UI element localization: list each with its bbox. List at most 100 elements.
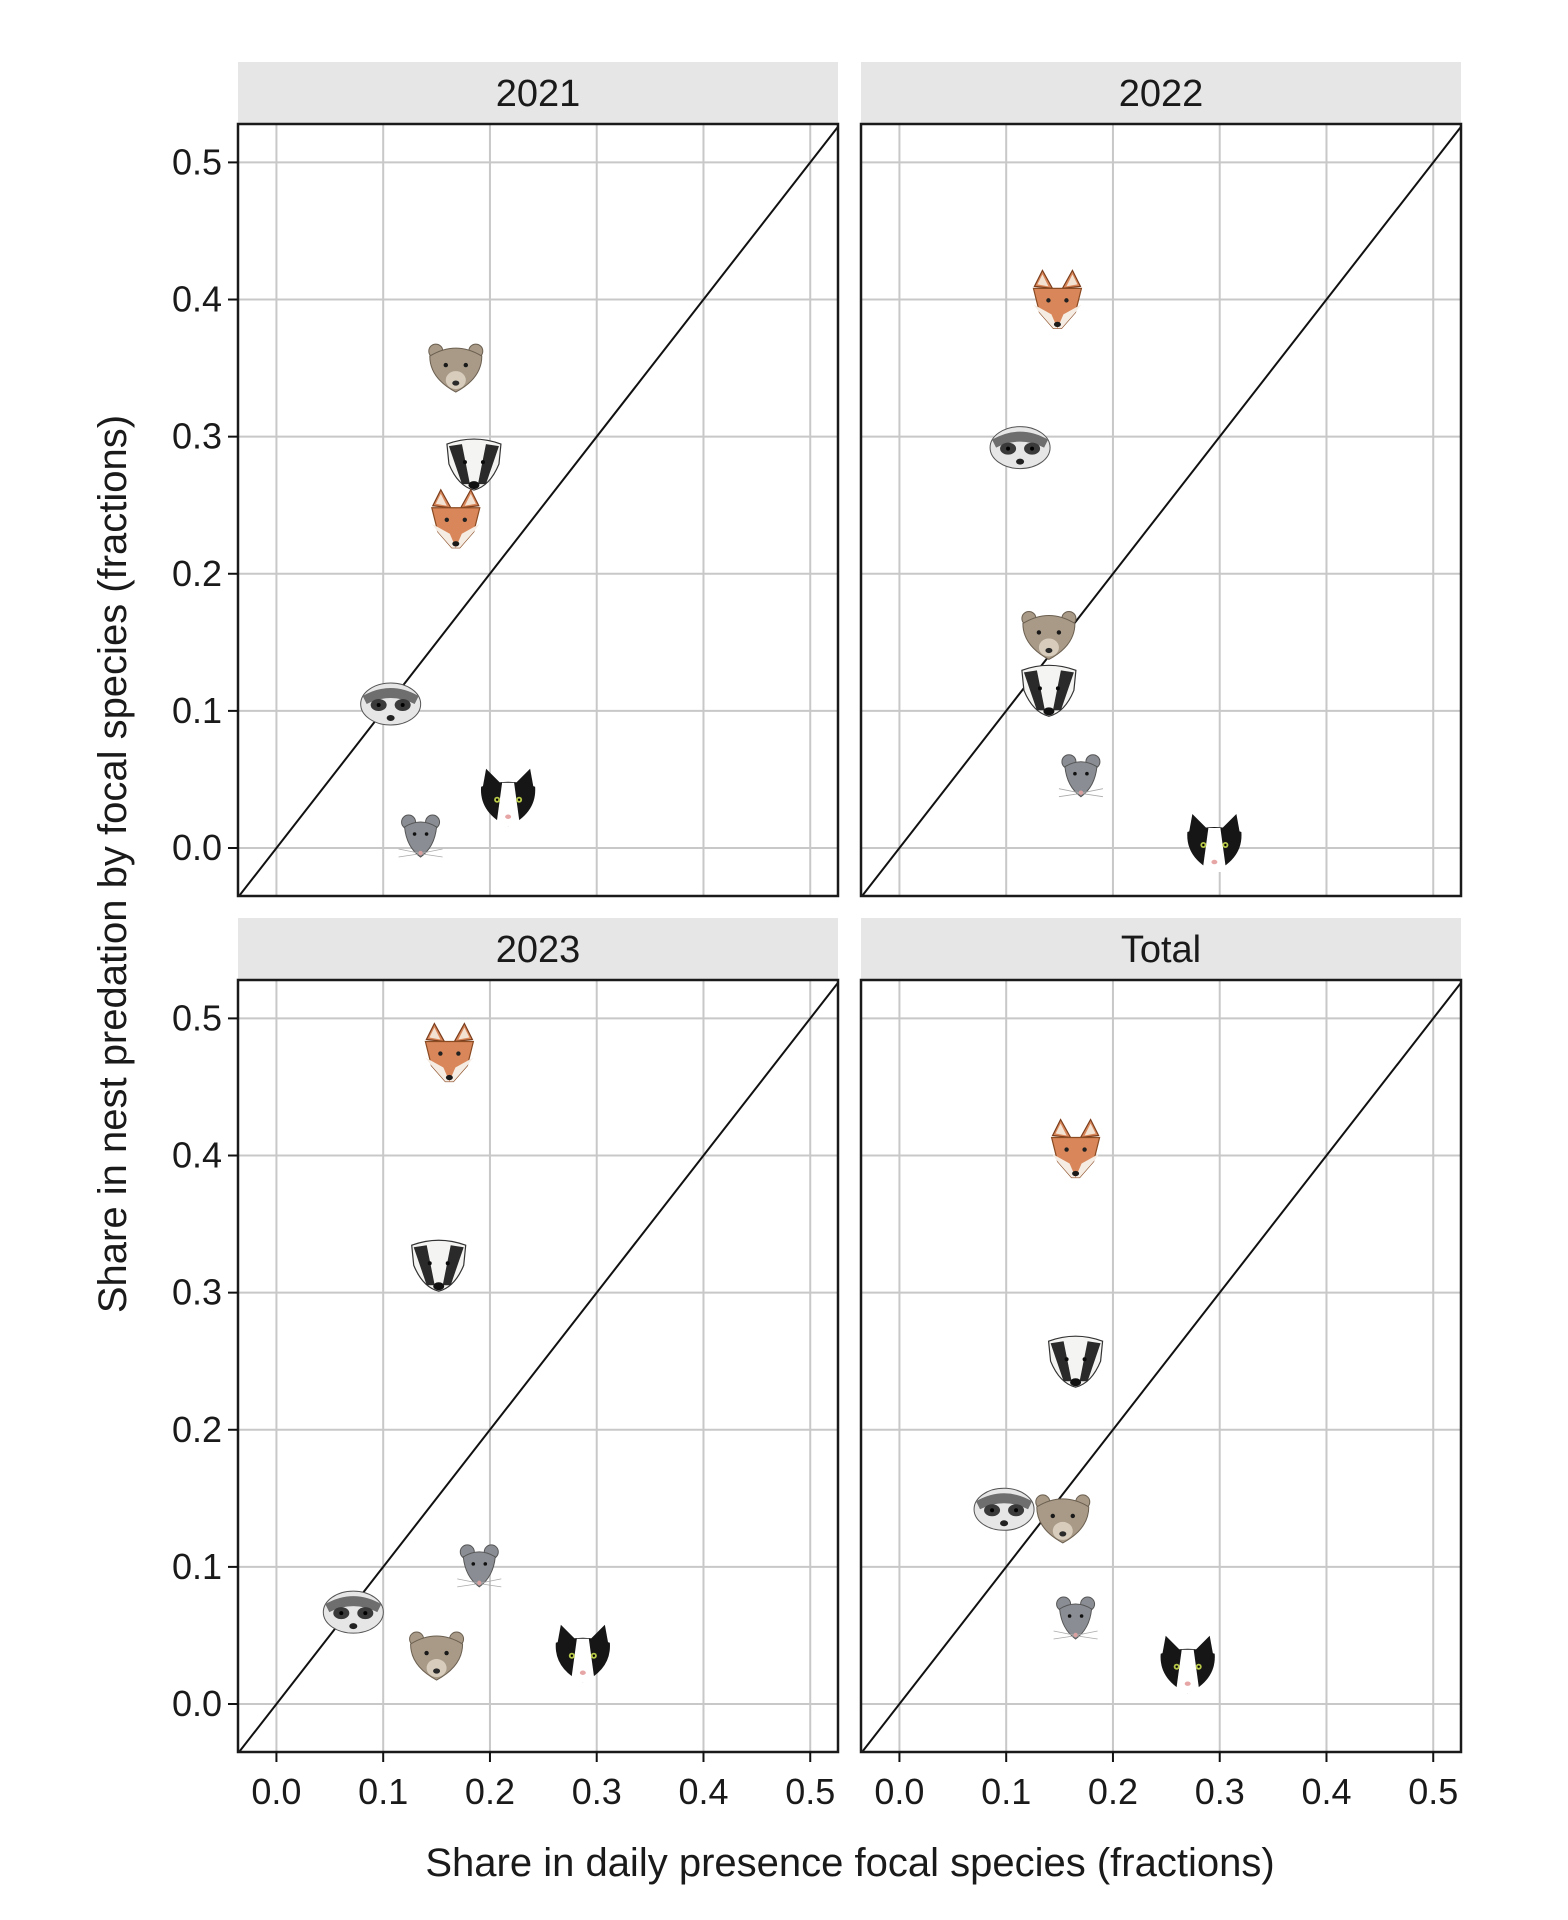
rat-head-icon — [1053, 1596, 1098, 1640]
badger-head-icon — [1047, 1335, 1104, 1388]
rat-eye-left — [1073, 771, 1077, 776]
rat-face — [1064, 761, 1098, 798]
fox-cheek-right — [455, 523, 480, 548]
badger-eye-right — [1082, 1357, 1087, 1362]
polecat-nose — [1016, 458, 1025, 465]
rat-face — [404, 821, 438, 858]
y-tick-label: 0.2 — [172, 1409, 222, 1450]
x-tick-label: 0.1 — [358, 1771, 408, 1812]
marten-face — [429, 347, 483, 393]
cat-head-icon — [1187, 814, 1242, 873]
x-tick-label: 0.2 — [465, 1771, 515, 1812]
fox-eye-left — [1064, 1147, 1069, 1152]
badger-stripe-left — [413, 1245, 435, 1286]
polecat-nose — [1000, 1520, 1009, 1527]
fox-ear-inner-right — [1066, 274, 1078, 287]
data-point-rat — [398, 814, 443, 858]
polecat-head-icon — [360, 682, 422, 726]
cat-nose — [505, 814, 512, 819]
data-point-cat — [555, 1624, 610, 1683]
cat-nose — [579, 1670, 586, 1675]
y-tick-label: 0.3 — [172, 416, 222, 457]
x-tick-label: 0.0 — [874, 1771, 924, 1812]
marten-head-icon — [409, 1631, 465, 1681]
data-point-cat — [1187, 814, 1242, 873]
cat-pupil-left — [1202, 843, 1205, 847]
strip-label: 2023 — [496, 929, 581, 971]
polecat-nose — [349, 1623, 358, 1630]
data-point-rat — [457, 1544, 502, 1588]
marten-muzzle — [1038, 638, 1059, 657]
badger-stripe-right — [1052, 670, 1074, 711]
fox-ear-inner-right — [458, 1027, 470, 1040]
marten-eye-left — [1036, 630, 1042, 635]
marten-eye-right — [1056, 630, 1062, 635]
rat-nose — [1073, 1632, 1078, 1638]
badger-eye-left — [462, 460, 467, 465]
x-tick-label: 0.5 — [785, 1771, 835, 1812]
panel-border — [236, 978, 840, 1754]
badger-eye-left — [1037, 686, 1042, 691]
rat-eye-right — [1085, 771, 1089, 776]
rat-nose — [1078, 790, 1084, 795]
data-point-badger — [411, 1239, 467, 1292]
badger-eye-right — [480, 460, 485, 465]
polecat-eye-right — [363, 1611, 368, 1616]
polecat-eye-left — [376, 703, 381, 708]
badger-head-icon — [446, 438, 502, 491]
panel-border — [859, 978, 1463, 1754]
marten-eye-right — [463, 362, 468, 368]
cat-pupil-left — [495, 798, 499, 801]
marten-nose — [1045, 647, 1053, 654]
badger-eye-right — [1055, 686, 1060, 691]
rat-head-icon — [398, 814, 443, 858]
y-tick-label: 0.5 — [172, 141, 222, 182]
rat-eye-right — [424, 832, 429, 836]
cat-head-icon — [480, 768, 536, 827]
strip-label: 2022 — [1119, 73, 1204, 115]
rat-eye-left — [412, 832, 417, 836]
marten-face — [1036, 1498, 1090, 1544]
data-point-marten — [1021, 610, 1077, 661]
fox-cheek-left — [1051, 1153, 1076, 1178]
data-point-rat — [1058, 754, 1104, 798]
rat-whiskers — [1058, 788, 1104, 798]
fox-eye-right — [456, 1051, 461, 1056]
x-tick-label: 0.2 — [1088, 1771, 1138, 1812]
cat-head-icon — [1160, 1635, 1215, 1694]
rat-eye-right — [483, 1562, 488, 1566]
rat-nose — [477, 1580, 482, 1586]
polecat-head-icon — [322, 1590, 384, 1634]
fox-ear-inner-right — [1084, 1123, 1096, 1136]
fox-eye-left — [444, 517, 449, 522]
cat-pupil-left — [1175, 1665, 1178, 1668]
rat-whiskers — [398, 848, 443, 858]
y-tick-label: 0.0 — [172, 827, 222, 868]
fox-nose — [1072, 1170, 1080, 1177]
fox-eye-left — [438, 1051, 443, 1056]
marten-face — [410, 1635, 464, 1681]
marten-head-icon — [1021, 610, 1077, 661]
data-point-marten — [1035, 1494, 1091, 1544]
badger-stripe-left — [1050, 1341, 1072, 1382]
data-point-cat — [1160, 1635, 1215, 1694]
badger-nose — [1043, 707, 1055, 716]
panel-2023: 2023 0.0 0.1 0.2 0.3 0.4 0.5 0.0 0.1 0.2 0.3 0.4 0.5 — [172, 918, 840, 1812]
strip-label: 2021 — [496, 73, 581, 115]
badger-nose — [1070, 1378, 1082, 1387]
marten-nose — [1059, 1531, 1067, 1537]
marten-head-icon — [1035, 1494, 1091, 1544]
x-axis-title: Share in daily presence focal species (f… — [425, 1841, 1274, 1885]
badger-eye-left — [1064, 1357, 1069, 1362]
data-point-badger — [446, 438, 502, 491]
x-tick-label: 0.1 — [981, 1771, 1031, 1812]
y-tick-label: 0.4 — [172, 1135, 222, 1176]
fox-cheek-left — [425, 1057, 450, 1082]
x-tick-label: 0.4 — [1301, 1771, 1351, 1812]
fox-eye-right — [1064, 298, 1069, 303]
polecat-eye-right — [1030, 446, 1035, 451]
y-tick-label: 0.0 — [172, 1683, 222, 1724]
data-point-polecat — [360, 682, 422, 726]
badger-nose — [468, 481, 480, 490]
